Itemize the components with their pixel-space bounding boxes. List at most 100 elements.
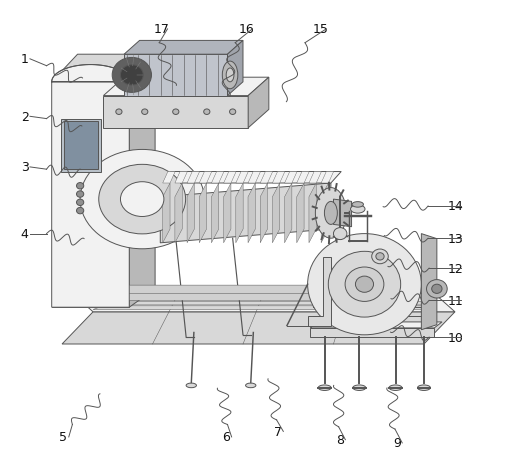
Ellipse shape — [353, 385, 366, 391]
Polygon shape — [103, 78, 269, 96]
Polygon shape — [163, 172, 175, 184]
Polygon shape — [211, 184, 219, 243]
Text: 4: 4 — [21, 228, 28, 241]
Polygon shape — [78, 292, 414, 301]
Polygon shape — [187, 172, 200, 184]
Text: 17: 17 — [154, 23, 170, 36]
Ellipse shape — [80, 150, 204, 249]
Text: 15: 15 — [313, 23, 329, 36]
Polygon shape — [52, 55, 155, 83]
Text: 9: 9 — [393, 437, 401, 449]
Polygon shape — [160, 184, 331, 243]
Polygon shape — [260, 184, 267, 243]
Text: 11: 11 — [447, 294, 463, 307]
Ellipse shape — [308, 234, 421, 335]
Polygon shape — [160, 172, 341, 184]
Polygon shape — [248, 78, 269, 129]
Text: 7: 7 — [274, 425, 282, 438]
Polygon shape — [211, 172, 224, 184]
Circle shape — [333, 228, 347, 240]
Ellipse shape — [226, 69, 234, 83]
Polygon shape — [103, 96, 248, 129]
Ellipse shape — [345, 268, 384, 302]
Circle shape — [432, 285, 442, 294]
Polygon shape — [272, 172, 285, 184]
Text: 3: 3 — [21, 161, 28, 174]
Polygon shape — [310, 322, 442, 328]
Ellipse shape — [186, 383, 196, 388]
Text: 2: 2 — [21, 111, 28, 123]
Polygon shape — [333, 200, 352, 227]
Polygon shape — [224, 184, 231, 243]
Polygon shape — [199, 184, 207, 243]
Text: 12: 12 — [447, 262, 463, 275]
Ellipse shape — [389, 385, 402, 391]
Polygon shape — [227, 41, 243, 96]
Polygon shape — [421, 234, 437, 330]
Circle shape — [112, 58, 151, 93]
Circle shape — [77, 208, 84, 214]
Circle shape — [204, 110, 210, 115]
Ellipse shape — [222, 62, 238, 90]
Ellipse shape — [318, 385, 331, 391]
Polygon shape — [175, 172, 187, 184]
Text: 13: 13 — [447, 232, 463, 245]
Circle shape — [376, 253, 384, 261]
Circle shape — [372, 250, 388, 264]
Polygon shape — [248, 172, 261, 184]
Ellipse shape — [418, 385, 430, 391]
Polygon shape — [187, 184, 194, 243]
Polygon shape — [199, 172, 212, 184]
Circle shape — [77, 191, 84, 198]
Polygon shape — [297, 172, 309, 184]
Circle shape — [77, 183, 84, 190]
Ellipse shape — [355, 276, 373, 293]
Polygon shape — [284, 172, 297, 184]
Text: 1: 1 — [21, 53, 28, 66]
Polygon shape — [61, 119, 101, 172]
Polygon shape — [124, 41, 243, 55]
Polygon shape — [260, 172, 272, 184]
Ellipse shape — [315, 188, 346, 239]
Circle shape — [116, 110, 122, 115]
Polygon shape — [308, 257, 331, 326]
Polygon shape — [64, 122, 98, 170]
Polygon shape — [129, 55, 155, 308]
Polygon shape — [309, 184, 316, 243]
Circle shape — [230, 110, 236, 115]
Ellipse shape — [328, 252, 401, 318]
Polygon shape — [236, 184, 243, 243]
Text: 10: 10 — [447, 331, 463, 344]
Polygon shape — [52, 66, 129, 308]
Polygon shape — [72, 294, 455, 312]
Circle shape — [120, 66, 143, 86]
Polygon shape — [321, 172, 333, 184]
Ellipse shape — [352, 202, 363, 207]
Polygon shape — [236, 172, 248, 184]
Circle shape — [77, 200, 84, 206]
Polygon shape — [310, 328, 434, 337]
Text: 5: 5 — [59, 431, 67, 443]
Polygon shape — [297, 184, 304, 243]
Polygon shape — [309, 172, 322, 184]
Ellipse shape — [325, 202, 337, 225]
Ellipse shape — [99, 165, 186, 235]
Polygon shape — [248, 184, 255, 243]
Text: 6: 6 — [222, 431, 230, 443]
Ellipse shape — [246, 383, 256, 388]
Polygon shape — [93, 306, 434, 310]
Text: 8: 8 — [336, 433, 344, 446]
Polygon shape — [284, 184, 292, 243]
Text: 14: 14 — [447, 200, 463, 213]
Circle shape — [173, 110, 179, 115]
Ellipse shape — [120, 182, 164, 217]
Polygon shape — [78, 285, 414, 294]
Polygon shape — [321, 184, 328, 243]
Circle shape — [142, 110, 148, 115]
Polygon shape — [124, 55, 227, 96]
Text: 16: 16 — [239, 23, 254, 36]
Polygon shape — [52, 83, 129, 308]
Polygon shape — [163, 184, 170, 243]
Polygon shape — [175, 184, 182, 243]
Ellipse shape — [351, 205, 365, 213]
